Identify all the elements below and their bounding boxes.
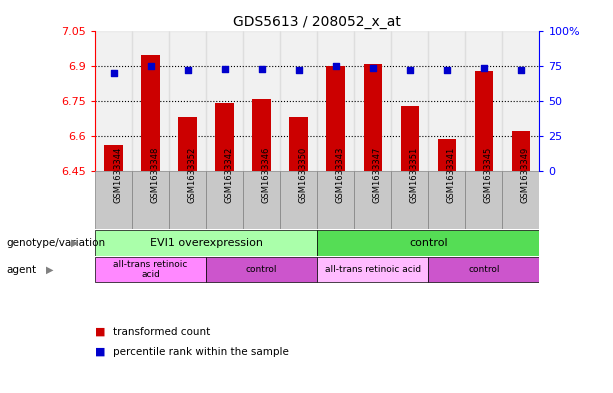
Text: GSM1633349: GSM1633349: [521, 147, 530, 204]
Text: ■: ■: [95, 327, 105, 337]
Bar: [428, 31, 465, 171]
Bar: [503, 31, 539, 171]
Text: GSM1633341: GSM1633341: [447, 147, 456, 204]
Text: ▶: ▶: [46, 264, 53, 275]
Bar: [474, 71, 493, 171]
Bar: [465, 31, 503, 171]
Point: [109, 70, 118, 76]
FancyBboxPatch shape: [318, 257, 428, 283]
Bar: [391, 31, 428, 171]
Bar: [280, 31, 318, 171]
Point: [479, 64, 489, 71]
FancyBboxPatch shape: [206, 257, 318, 283]
Bar: [95, 31, 132, 171]
Bar: [289, 117, 308, 171]
Text: EVI1 overexpression: EVI1 overexpression: [150, 238, 262, 248]
Point: [219, 66, 229, 72]
Point: [257, 66, 267, 72]
FancyBboxPatch shape: [280, 171, 318, 230]
Text: genotype/variation: genotype/variation: [6, 238, 105, 248]
FancyBboxPatch shape: [428, 257, 539, 283]
Text: transformed count: transformed count: [113, 327, 211, 337]
Bar: [400, 106, 419, 171]
Point: [294, 67, 303, 73]
Point: [442, 67, 452, 73]
Title: GDS5613 / 208052_x_at: GDS5613 / 208052_x_at: [234, 15, 401, 29]
FancyBboxPatch shape: [391, 171, 428, 230]
Bar: [364, 64, 382, 171]
Bar: [206, 31, 243, 171]
FancyBboxPatch shape: [95, 257, 206, 283]
FancyBboxPatch shape: [206, 171, 243, 230]
Bar: [318, 31, 354, 171]
FancyBboxPatch shape: [318, 230, 539, 256]
Text: GSM1633342: GSM1633342: [224, 147, 234, 204]
Point: [146, 63, 156, 70]
Point: [516, 67, 526, 73]
Text: all-trans retinoic acid: all-trans retinoic acid: [325, 265, 421, 274]
Bar: [327, 66, 345, 171]
FancyBboxPatch shape: [465, 171, 503, 230]
Bar: [512, 131, 530, 171]
Point: [331, 63, 341, 70]
Text: GSM1633344: GSM1633344: [113, 147, 123, 204]
FancyBboxPatch shape: [354, 171, 391, 230]
Text: percentile rank within the sample: percentile rank within the sample: [113, 347, 289, 357]
Bar: [243, 31, 280, 171]
Text: control: control: [246, 265, 278, 274]
Text: GSM1633352: GSM1633352: [188, 147, 197, 204]
FancyBboxPatch shape: [169, 171, 206, 230]
Bar: [253, 99, 271, 171]
Text: GSM1633346: GSM1633346: [262, 147, 271, 204]
Point: [405, 67, 415, 73]
Text: GSM1633343: GSM1633343: [336, 147, 345, 204]
Bar: [142, 55, 160, 171]
FancyBboxPatch shape: [318, 171, 354, 230]
Text: all-trans retinoic
acid: all-trans retinoic acid: [113, 260, 188, 279]
FancyBboxPatch shape: [503, 171, 539, 230]
Text: control: control: [468, 265, 500, 274]
Bar: [215, 103, 234, 171]
Text: control: control: [409, 238, 447, 248]
FancyBboxPatch shape: [132, 171, 169, 230]
FancyBboxPatch shape: [428, 171, 465, 230]
Text: GSM1633347: GSM1633347: [373, 147, 382, 204]
Bar: [438, 139, 456, 171]
FancyBboxPatch shape: [243, 171, 280, 230]
Text: ■: ■: [95, 347, 105, 357]
Text: GSM1633351: GSM1633351: [410, 147, 419, 204]
Text: agent: agent: [6, 264, 36, 275]
Bar: [132, 31, 169, 171]
Text: GSM1633350: GSM1633350: [299, 147, 308, 204]
Bar: [178, 117, 197, 171]
FancyBboxPatch shape: [95, 230, 318, 256]
Text: GSM1633345: GSM1633345: [484, 147, 493, 204]
Text: GSM1633348: GSM1633348: [151, 147, 159, 204]
Bar: [354, 31, 391, 171]
FancyBboxPatch shape: [95, 171, 132, 230]
Text: ▶: ▶: [70, 238, 78, 248]
Point: [368, 64, 378, 71]
Bar: [104, 145, 123, 171]
Point: [183, 67, 192, 73]
Bar: [169, 31, 206, 171]
